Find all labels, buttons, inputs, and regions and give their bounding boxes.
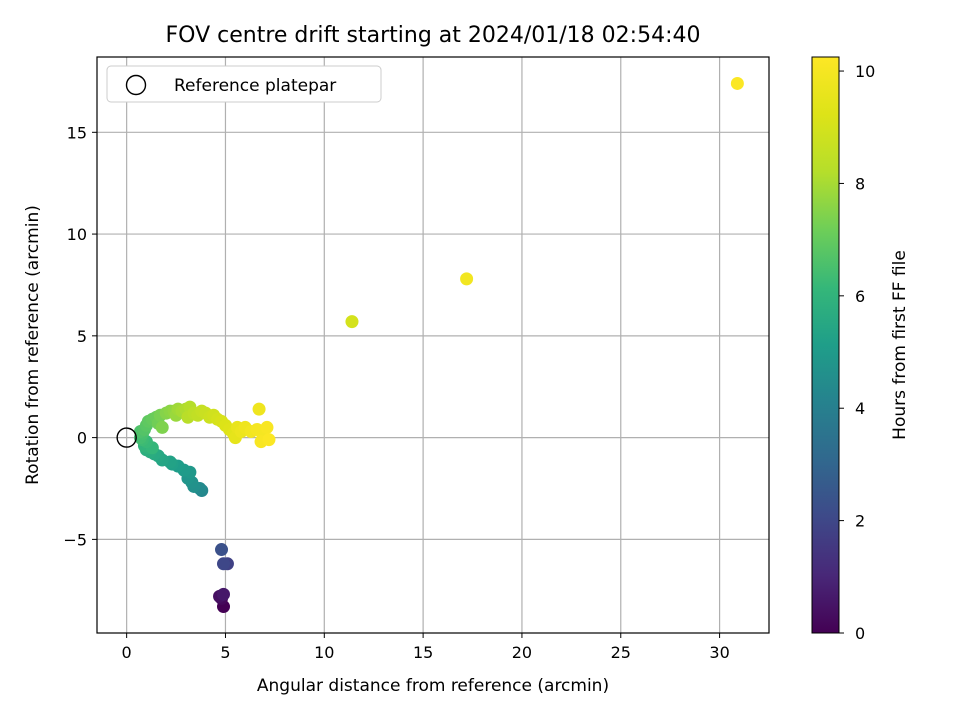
y-tick-label: 5 (77, 327, 87, 346)
colorbar (811, 56, 840, 634)
x-tick-label: 5 (220, 643, 230, 662)
data-point (216, 557, 230, 571)
data-point (252, 402, 266, 416)
legend: Reference platepar (106, 65, 382, 103)
x-axis-label: Angular distance from reference (arcmin) (257, 676, 609, 696)
legend-box (106, 65, 382, 103)
x-axis-ticks: 0 5 10 15 20 25 30 (122, 633, 730, 662)
y-tick-label: −5 (63, 530, 87, 549)
colorbar-tick-label: 10 (855, 62, 875, 81)
x-tick-label: 10 (314, 643, 334, 662)
y-axis-label: Rotation from reference (arcmin) (23, 205, 43, 485)
x-tick-label: 20 (512, 643, 532, 662)
reference-platepar-marker (116, 427, 137, 448)
x-tick-label: 25 (611, 643, 631, 662)
x-tick-label: 15 (413, 643, 433, 662)
data-point (216, 587, 230, 601)
data-point (260, 420, 274, 434)
y-tick-label: 10 (67, 225, 87, 244)
y-axis-ticks: −5 0 5 10 15 (63, 123, 97, 549)
colorbar-ticks: 0 2 4 6 8 10 (839, 62, 875, 643)
colorbar-tick-label: 2 (855, 512, 865, 531)
colorbar-label: Hours from first FF file (890, 250, 910, 440)
colorbar-tick-label: 0 (855, 624, 865, 643)
y-tick-label: 15 (67, 123, 87, 142)
plot-frame (96, 56, 770, 634)
x-tick-label: 0 (122, 643, 132, 662)
x-tick-label: 30 (709, 643, 729, 662)
data-point (730, 76, 744, 90)
data-point (262, 433, 276, 447)
data-point (460, 272, 474, 286)
data-point (345, 315, 359, 329)
data-point (155, 420, 169, 434)
data-points (116, 76, 744, 614)
legend-hollow-circle-marker (125, 74, 147, 96)
data-point (215, 543, 229, 557)
chart-title: FOV centre drift starting at 2024/01/18 … (166, 23, 701, 48)
colorbar-tick-label: 8 (855, 174, 865, 193)
y-tick-label: 0 (77, 429, 87, 448)
colorbar-tick-label: 4 (855, 399, 865, 418)
colorbar-tick-label: 6 (855, 287, 865, 306)
grid-lines (97, 57, 769, 633)
legend-label: Reference platepar (174, 76, 336, 96)
